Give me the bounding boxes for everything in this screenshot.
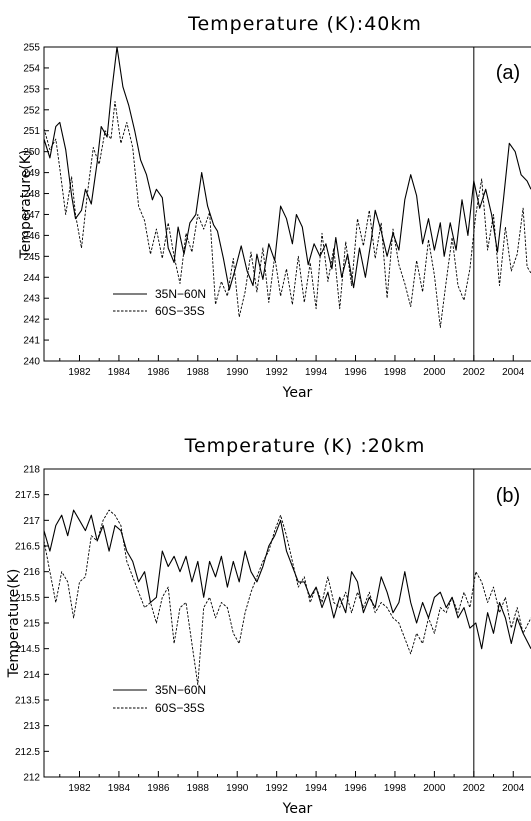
x-tick-label: 1982: [68, 367, 91, 378]
x-tick-label: 1990: [226, 367, 249, 378]
y-tick-label: 253: [23, 84, 40, 95]
plot-frame: [43, 46, 531, 362]
x-tick-label: 1988: [187, 367, 210, 378]
legend-entry: 60S−35S: [155, 701, 205, 715]
x-tick-label: 1986: [147, 783, 170, 794]
y-tick-label: 218: [23, 465, 40, 476]
y-axis-label: Temperature(K): [18, 150, 34, 260]
series-line-south: [43, 509, 531, 686]
panel-label: (a): [496, 62, 520, 84]
x-tick-label: 1998: [384, 783, 407, 794]
y-tick-label: 241: [23, 336, 40, 347]
x-tick-label: 1992: [266, 367, 289, 378]
y-tick-label: 217.5: [15, 490, 40, 501]
x-tick-label: 2000: [423, 367, 446, 378]
x-tick-label: 1986: [147, 367, 170, 378]
y-tick-label: 216: [23, 567, 40, 578]
y-tick-label: 243: [23, 294, 40, 305]
x-tick-label: 1990: [226, 783, 249, 794]
x-axis-label: Year: [282, 801, 313, 817]
x-tick-label: 2004: [502, 367, 525, 378]
y-tick-label: 250: [23, 147, 40, 158]
x-tick-label: 1998: [384, 367, 407, 378]
x-axis-label: Year: [282, 385, 313, 401]
x-tick-label: 1994: [305, 783, 328, 794]
y-tick-label: 213: [23, 721, 40, 732]
y-tick-label: 248: [23, 189, 40, 200]
series-line-north: [43, 509, 531, 650]
y-tick-label: 216.5: [15, 542, 40, 553]
plot-frame: [43, 468, 531, 778]
y-tick-label: 214.5: [15, 644, 40, 655]
y-tick-label: 254: [23, 63, 40, 74]
y-tick-label: 213.5: [15, 696, 40, 707]
chart-panel-20km: Temperature (K) :20km (b) 212 212.5 213 213.5…: [6, 435, 531, 817]
y-tick-label: 214: [23, 670, 40, 681]
x-tick-label: 1988: [187, 783, 210, 794]
chart-title: Temperature (K) :20km: [184, 435, 426, 457]
y-tick-label: 217: [23, 516, 40, 527]
y-axis-label: Temperature(K): [6, 569, 22, 679]
x-tick-label: 1984: [108, 367, 131, 378]
x-tick-label: 1994: [305, 367, 328, 378]
series-line-north: [43, 46, 531, 291]
y-tick-label: 215.5: [15, 593, 40, 604]
y-tick-label: 242: [23, 315, 40, 326]
x-tick-label: 1982: [68, 783, 91, 794]
y-tick-label: 246: [23, 231, 40, 242]
y-tick-label: 255: [23, 43, 40, 54]
y-tick-label: 252: [23, 105, 40, 116]
legend-entry: 60S−35S: [155, 304, 205, 318]
y-tick-label: 215: [23, 619, 40, 630]
y-tick-label: 240: [23, 357, 40, 368]
x-tick-label: 1996: [344, 367, 367, 378]
x-tick-label: 1992: [266, 783, 289, 794]
panel-label: (b): [496, 485, 520, 507]
y-tick-label: 247: [23, 210, 40, 221]
y-tick-label: 212: [23, 773, 40, 784]
legend-entry: 35N−60N: [155, 287, 206, 301]
x-tick-label: 2004: [502, 783, 525, 794]
y-tick-label: 245: [23, 252, 40, 263]
x-tick-label: 2002: [463, 783, 486, 794]
legend-entry: 35N−60N: [155, 683, 206, 697]
x-tick-label: 1996: [344, 783, 367, 794]
y-tick-label: 212.5: [15, 747, 40, 758]
y-tick-label: 251: [23, 126, 40, 137]
x-tick-label: 2002: [463, 367, 486, 378]
x-tick-label: 2000: [423, 783, 446, 794]
chart-title: Temperature (K):40km: [187, 13, 422, 35]
chart-panel-40km: Temperature (K):40km (a) 240 241 242 243 244 24…: [18, 13, 531, 401]
y-tick-label: 244: [23, 273, 40, 284]
x-tick-label: 1984: [108, 783, 131, 794]
y-tick-label: 249: [23, 168, 40, 179]
